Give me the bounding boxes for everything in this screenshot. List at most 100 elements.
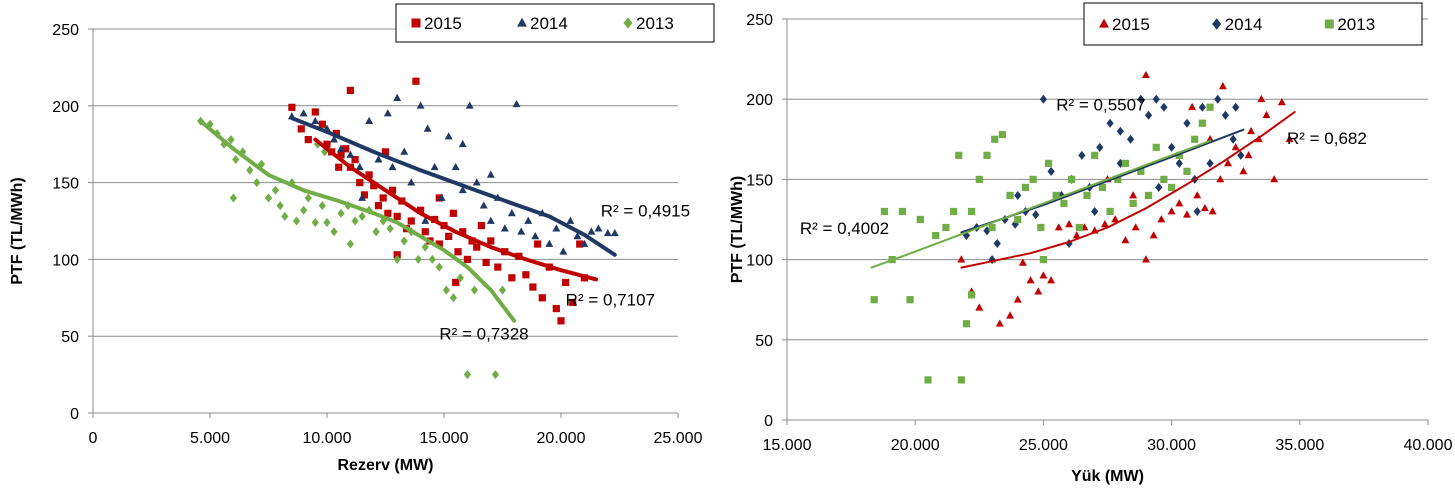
data-point bbox=[318, 120, 326, 128]
data-point bbox=[1111, 215, 1120, 223]
r-squared-label: R² = 0,4915 bbox=[601, 201, 690, 220]
data-point bbox=[957, 255, 966, 263]
data-point bbox=[400, 147, 409, 155]
data-point bbox=[337, 144, 345, 152]
data-point bbox=[1193, 206, 1201, 216]
data-point bbox=[898, 207, 906, 216]
data-point bbox=[1065, 219, 1073, 228]
data-point bbox=[407, 178, 416, 186]
data-point bbox=[470, 285, 479, 295]
data-point bbox=[346, 86, 354, 95]
chart-2: 0 50 100 150 200 250 15.000 20.000 25.000 30.000 3… bbox=[729, 2, 1453, 485]
data-point bbox=[227, 135, 235, 145]
data-point bbox=[950, 207, 958, 216]
data-point bbox=[1039, 271, 1048, 279]
data-point bbox=[1018, 258, 1027, 266]
data-point bbox=[1142, 70, 1150, 79]
x-tick-label: 20.000 bbox=[891, 437, 940, 454]
data-point bbox=[870, 296, 878, 304]
data-point bbox=[386, 224, 394, 234]
data-point bbox=[1167, 207, 1176, 215]
x-axis-title: Yük (MW) bbox=[1071, 468, 1144, 485]
data-point bbox=[1034, 287, 1043, 295]
y-tick-label: 200 bbox=[746, 92, 773, 109]
data-point bbox=[311, 108, 319, 116]
data-point bbox=[1198, 119, 1206, 127]
trendline-2014 bbox=[289, 116, 617, 257]
data-point bbox=[1216, 175, 1225, 183]
data-point bbox=[942, 223, 950, 232]
data-point bbox=[968, 207, 976, 216]
data-point bbox=[988, 255, 996, 265]
trendline-2015 bbox=[960, 111, 1296, 269]
y-tick-label: 150 bbox=[746, 172, 773, 189]
data-point bbox=[454, 248, 462, 256]
data-point bbox=[477, 222, 486, 230]
data-point bbox=[444, 132, 453, 140]
data-point bbox=[1044, 159, 1053, 167]
data-point bbox=[297, 125, 305, 133]
legend-label-2013: 2013 bbox=[1337, 15, 1375, 34]
data-point bbox=[1229, 134, 1237, 144]
data-point bbox=[463, 370, 471, 380]
data-point bbox=[1121, 236, 1130, 244]
data-point bbox=[304, 135, 312, 144]
data-point bbox=[346, 150, 355, 158]
data-point bbox=[393, 251, 401, 259]
x-tick-label: 10.000 bbox=[303, 430, 352, 447]
data-point bbox=[1091, 206, 1099, 216]
data-point bbox=[393, 254, 401, 264]
legend-label-2014: 2014 bbox=[530, 14, 568, 33]
data-point bbox=[1054, 223, 1063, 231]
data-point bbox=[358, 193, 367, 201]
r-squared-label: R² = 0,4002 bbox=[800, 219, 889, 238]
data-point bbox=[1208, 207, 1217, 215]
legend: 2015 2014 2013 bbox=[395, 3, 715, 43]
data-point bbox=[1126, 134, 1135, 144]
data-point bbox=[1037, 223, 1045, 232]
data-point bbox=[1072, 231, 1081, 239]
y-tick-label: 100 bbox=[52, 252, 79, 269]
data-point bbox=[1142, 255, 1150, 263]
data-point bbox=[1116, 126, 1124, 136]
data-point bbox=[472, 178, 481, 186]
data-point bbox=[276, 201, 284, 211]
data-point bbox=[384, 209, 392, 217]
x-tick-label: 25.000 bbox=[654, 430, 703, 447]
y-tick-label: 250 bbox=[746, 12, 773, 29]
data-point bbox=[1100, 219, 1109, 228]
data-point bbox=[374, 155, 383, 163]
legend-marker-2013 bbox=[1324, 19, 1334, 29]
data-point bbox=[304, 193, 312, 203]
data-point bbox=[1068, 175, 1076, 183]
data-point bbox=[1231, 143, 1240, 151]
data-point bbox=[416, 101, 425, 109]
data-point bbox=[232, 155, 240, 165]
data-point bbox=[955, 151, 963, 159]
data-point bbox=[573, 232, 582, 240]
data-point bbox=[321, 147, 329, 157]
x-tick-label: 5.000 bbox=[190, 430, 230, 447]
data-point bbox=[1206, 158, 1214, 168]
trendline-2013 bbox=[870, 139, 1212, 269]
data-point bbox=[1168, 142, 1176, 152]
data-point bbox=[1218, 82, 1227, 90]
data-point bbox=[330, 227, 338, 237]
data-point bbox=[1183, 167, 1191, 175]
data-point bbox=[1006, 311, 1015, 319]
data-point bbox=[993, 239, 1001, 249]
data-point bbox=[271, 185, 280, 195]
data-point bbox=[522, 271, 530, 279]
data-point bbox=[998, 130, 1006, 139]
data-point bbox=[1121, 159, 1130, 167]
data-point bbox=[545, 239, 554, 247]
data-point bbox=[557, 317, 565, 325]
data-point bbox=[486, 216, 495, 224]
data-point bbox=[486, 170, 495, 178]
data-point bbox=[456, 273, 464, 283]
data-point bbox=[924, 376, 932, 384]
data-point bbox=[1277, 98, 1286, 106]
data-point bbox=[253, 178, 261, 188]
legend-box bbox=[1083, 2, 1423, 46]
